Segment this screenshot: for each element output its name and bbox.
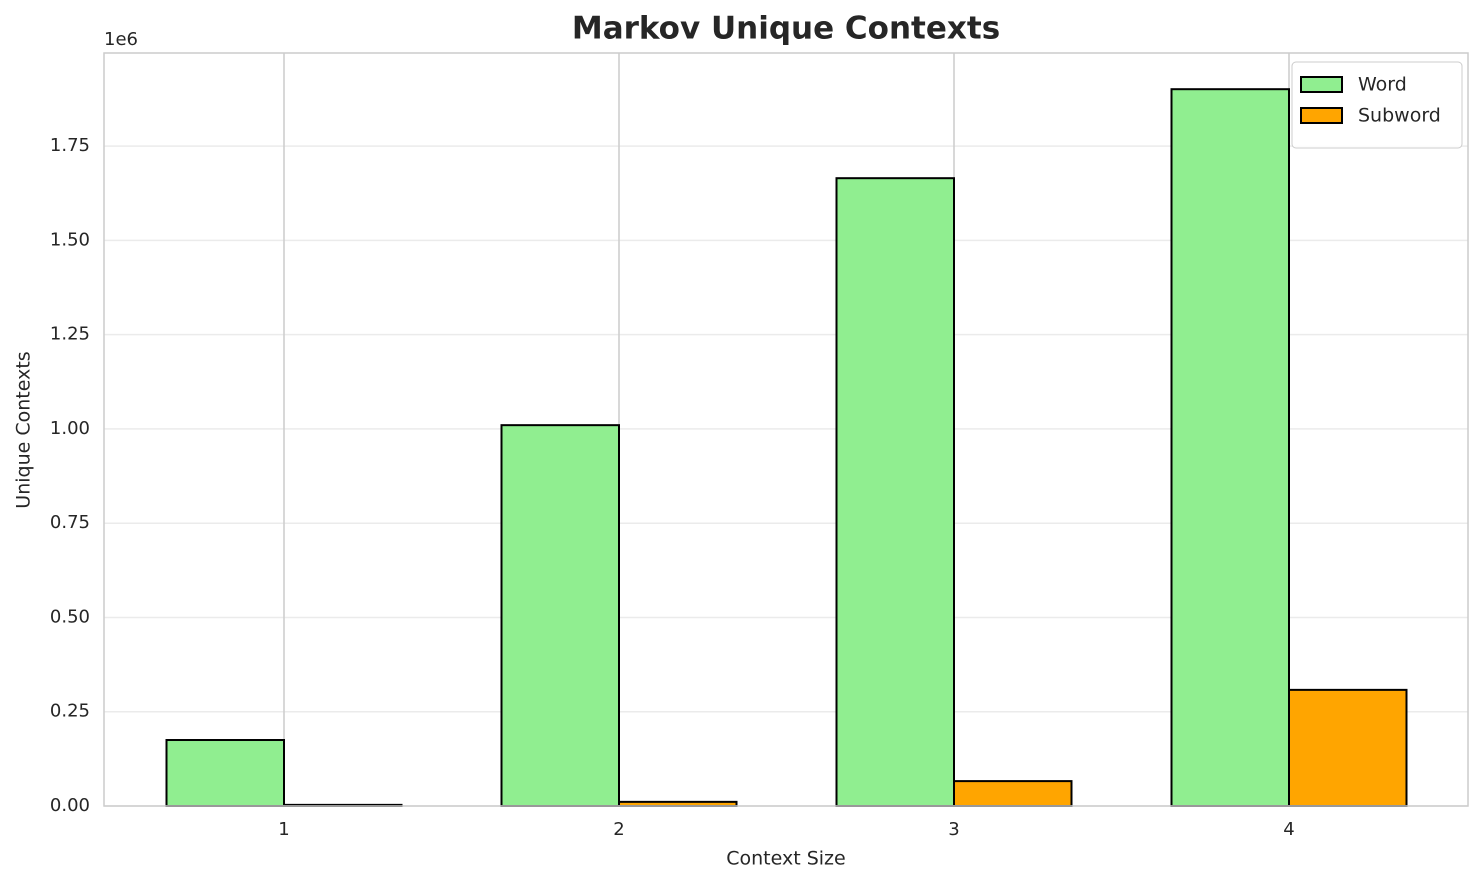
y-axis-label: Unique Contexts xyxy=(13,351,35,508)
legend-label: Word xyxy=(1358,74,1407,96)
legend-swatch xyxy=(1300,107,1343,124)
bar xyxy=(835,177,955,807)
x-tick-label: 3 xyxy=(948,819,959,840)
legend-label: Subword xyxy=(1358,105,1441,127)
y-tick-label: 1.00 xyxy=(50,418,90,439)
bar xyxy=(165,739,285,808)
y-tick-label: 0.00 xyxy=(50,795,90,816)
y-tick-label: 1.50 xyxy=(50,229,90,250)
bar xyxy=(1288,688,1408,807)
y-tick-label: 0.50 xyxy=(50,606,90,627)
y-tick-label: 1.25 xyxy=(50,324,90,345)
legend-swatch xyxy=(1300,76,1343,93)
x-tick-label: 4 xyxy=(1283,819,1294,840)
y-tick-label: 1.75 xyxy=(50,135,90,156)
y-offset-label: 1e6 xyxy=(104,29,138,50)
y-tick-label: 0.75 xyxy=(50,512,90,533)
plot-frame xyxy=(103,52,1469,807)
chart-title: Markov Unique Contexts xyxy=(572,11,1000,47)
bar xyxy=(500,424,620,807)
x-tick-label: 2 xyxy=(613,819,624,840)
x-tick-label: 1 xyxy=(278,819,289,840)
bar xyxy=(1170,88,1290,807)
bar xyxy=(953,780,1073,807)
x-axis-label: Context Size xyxy=(726,848,845,870)
y-tick-label: 0.25 xyxy=(50,701,90,722)
